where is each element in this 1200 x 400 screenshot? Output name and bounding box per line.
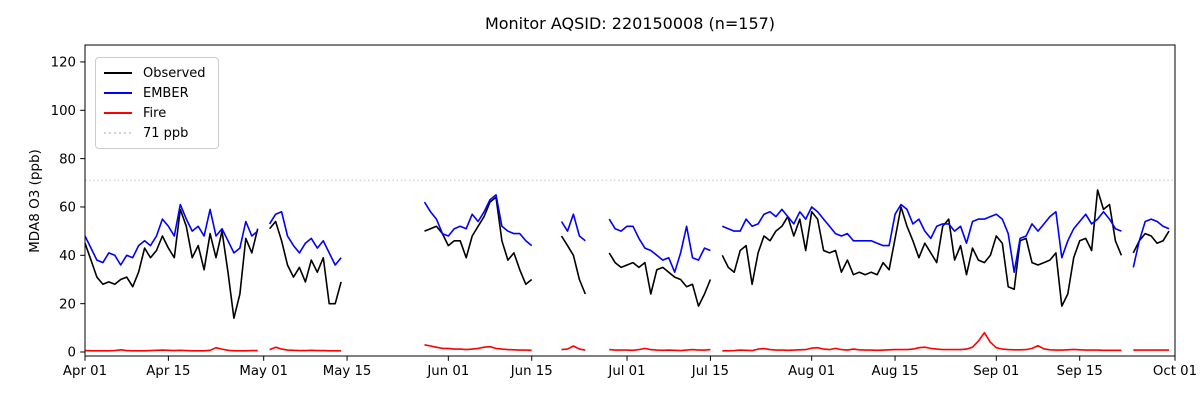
fire-line	[609, 347, 711, 352]
legend-label-observed: Observed	[143, 65, 206, 81]
ember-line	[84, 203, 259, 266]
legend-label-ember: EMBER	[143, 85, 189, 101]
legend-label-fire: Fire	[143, 105, 167, 121]
observed-line	[560, 235, 587, 295]
fire-line-swatch	[104, 112, 132, 114]
observed-line	[84, 208, 259, 320]
ember-line	[268, 211, 342, 266]
ember-line-swatch	[104, 92, 132, 94]
observed-line	[721, 189, 1123, 307]
fire-line	[84, 346, 258, 352]
x-tick-label: Jun 15	[510, 364, 553, 379]
threshold-line-swatch	[104, 132, 132, 134]
y-tick-label: 20	[59, 297, 76, 312]
legend-row-threshold: 71 ppb	[104, 123, 210, 143]
fire-line	[424, 344, 532, 352]
ember-line	[423, 194, 533, 247]
ember-line	[722, 203, 1122, 274]
x-tick-label: Oct 01	[1153, 364, 1197, 379]
observed-line-swatch	[104, 72, 132, 74]
legend-label-threshold: 71 ppb	[143, 125, 189, 141]
legend-row-observed: Observed	[104, 63, 210, 83]
x-tick-label: May 01	[239, 364, 288, 379]
x-tick-label: Sep 15	[1057, 364, 1103, 379]
observed-line	[424, 196, 533, 286]
fire-line	[561, 345, 586, 351]
x-tick-label: Jul 15	[691, 364, 729, 379]
x-tick-label: Apr 01	[63, 364, 107, 379]
ember-line	[1132, 218, 1170, 268]
legend: Observed EMBER Fire 71 ppb	[95, 57, 219, 149]
y-tick-label: 40	[59, 249, 76, 264]
x-tick-label: Aug 15	[871, 364, 918, 379]
y-tick-label: 80	[59, 152, 76, 167]
fire-line	[269, 346, 342, 352]
y-tick-label: 0	[68, 346, 76, 361]
y-tick-label: 120	[51, 56, 76, 71]
chart-title: Monitor AQSID: 220150008 (n=157)	[484, 14, 776, 33]
y-axis-label: MDA8 O3 (ppb)	[27, 149, 43, 253]
legend-row-fire: Fire	[104, 103, 210, 123]
fire-line	[722, 331, 1122, 352]
ember-line	[608, 218, 711, 274]
x-tick-label: Jul 01	[607, 364, 645, 379]
legend-row-ember: EMBER	[104, 83, 210, 103]
x-tick-label: Apr 15	[146, 364, 190, 379]
ember-line	[560, 213, 586, 242]
x-tick-label: Sep 01	[973, 364, 1019, 379]
x-tick-label: Jun 01	[426, 364, 469, 379]
y-tick-label: 60	[59, 201, 76, 216]
observed-line	[268, 220, 342, 305]
x-tick-label: Aug 01	[788, 364, 835, 379]
x-tick-label: May 15	[323, 364, 372, 379]
observed-line	[608, 252, 712, 307]
y-tick-label: 100	[51, 104, 76, 119]
plot-border	[84, 44, 1176, 357]
